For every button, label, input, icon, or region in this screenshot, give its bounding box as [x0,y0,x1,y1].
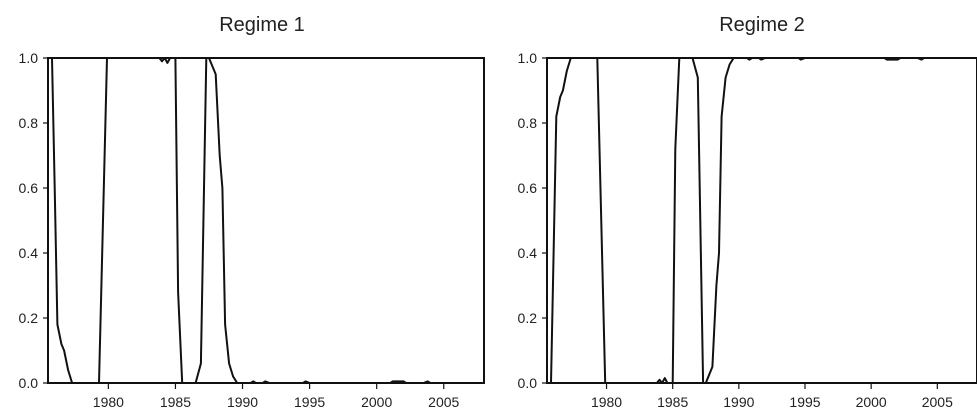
plot-frame [546,57,977,384]
x-tick-label: 2000 [856,394,887,410]
series-line-0 [49,57,484,384]
plot-frame [47,57,485,384]
y-tick-label: 0.6 [518,180,538,196]
y-tick-label: 0.2 [518,310,538,326]
x-tick-label: 1990 [227,394,258,410]
y-tick-label: 0.6 [19,180,39,196]
y-tick-label: 0.4 [19,245,39,261]
y-tick-label: 1.0 [19,50,39,66]
x-tick-label: 1995 [789,394,820,410]
x-tick-label: 2005 [922,394,953,410]
x-tick-label: 1980 [93,394,124,410]
y-tick-label: 0.0 [518,375,538,391]
chart-title: Regime 1 [219,14,305,36]
y-tick-label: 0.0 [19,375,39,391]
series-line-0 [548,57,977,384]
y-tick-label: 1.0 [518,50,538,66]
x-tick-label: 1980 [591,394,622,410]
x-tick-label: 1990 [723,394,754,410]
chart-title: Regime 2 [719,14,805,36]
x-tick-label: 1995 [294,394,325,410]
x-tick-label: 2005 [428,394,459,410]
y-tick-label: 0.8 [518,115,538,131]
y-tick-label: 0.2 [19,310,39,326]
regime-1-panel: Regime 1 0.0 0.2 0.4 0.6 0.8 1.0 1980 1985 1990 1… [19,14,485,410]
y-tick-label: 0.8 [19,115,39,131]
x-tick-label: 2000 [361,394,392,410]
y-tick-label: 0.4 [518,245,538,261]
x-tick-label: 1985 [657,394,688,410]
x-tick-label: 1985 [160,394,191,410]
regime-2-panel: Regime 2 0.0 0.2 0.4 0.6 0.8 1.0 1980 1985 1990 1… [518,14,977,410]
